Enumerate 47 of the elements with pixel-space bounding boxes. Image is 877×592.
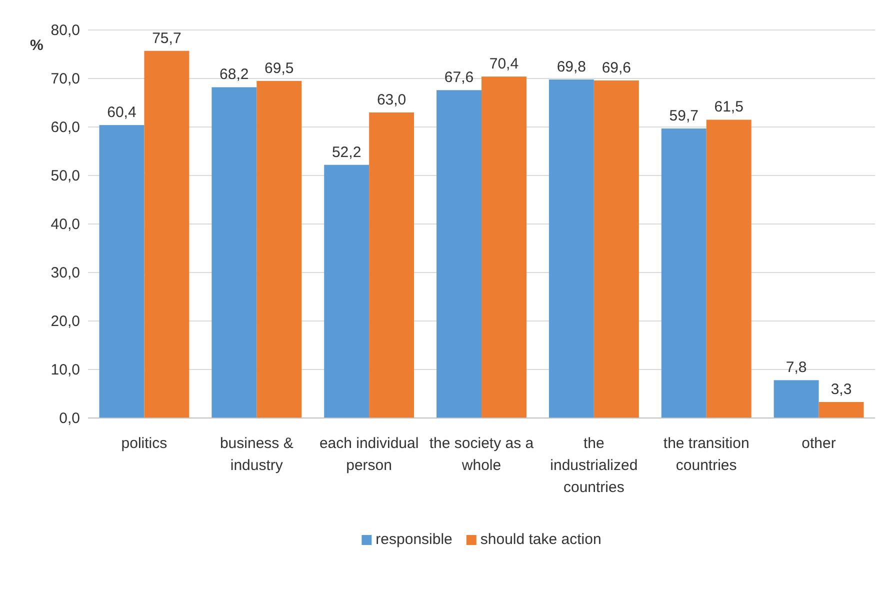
- bar: [144, 50, 190, 418]
- bar: [661, 128, 706, 418]
- data-label: 69,5: [264, 60, 294, 77]
- x-tick-label: the industrialized countries: [550, 435, 638, 496]
- legend-label: should take action: [480, 531, 602, 548]
- bar: [594, 80, 639, 418]
- data-label: 69,6: [602, 59, 632, 76]
- x-tick-label: other: [802, 435, 836, 452]
- bar: [212, 87, 257, 418]
- x-tick-label: the society as a whole: [429, 435, 534, 474]
- data-label: 59,7: [669, 107, 698, 124]
- y-tick-label: 80,0: [50, 22, 80, 39]
- y-tick-label: 60,0: [50, 118, 80, 136]
- bar: [774, 380, 819, 418]
- data-label: 75,7: [152, 30, 182, 47]
- data-label: 60,4: [107, 104, 136, 122]
- bar: [706, 120, 752, 418]
- legend-label: responsible: [376, 531, 452, 548]
- y-tick-label: 0,0: [59, 410, 80, 427]
- bar: [369, 112, 414, 418]
- data-label: 3,3: [830, 380, 852, 398]
- data-label: 61,5: [714, 98, 744, 116]
- bar: [99, 125, 144, 418]
- x-tick-label: each individual person: [319, 435, 419, 474]
- bar: [482, 76, 526, 418]
- x-tick-label: politics: [121, 435, 168, 452]
- bar: [548, 79, 594, 418]
- y-tick-label: 20,0: [50, 312, 80, 330]
- y-tick-label: 10,0: [50, 361, 80, 378]
- y-tick-label: 70,0: [50, 70, 80, 88]
- y-axis-title: %: [30, 37, 44, 54]
- y-tick-label: 40,0: [50, 216, 80, 233]
- y-tick-label: 30,0: [50, 264, 80, 282]
- bar: [818, 402, 864, 418]
- data-label: 70,4: [489, 56, 519, 73]
- data-label: 67,6: [444, 69, 474, 86]
- data-label: 68,2: [220, 66, 249, 84]
- data-label: 52,2: [332, 144, 362, 161]
- bar: [436, 90, 482, 418]
- y-tick-label: 50,0: [50, 167, 80, 184]
- data-label: 63,0: [376, 91, 406, 108]
- x-tick-label: business & industry: [220, 435, 294, 474]
- x-tick-label: the transition countries: [663, 435, 750, 474]
- data-label: 69,8: [556, 58, 586, 76]
- data-label: 7,8: [786, 359, 807, 376]
- bar: [256, 80, 302, 418]
- bar: [324, 164, 370, 418]
